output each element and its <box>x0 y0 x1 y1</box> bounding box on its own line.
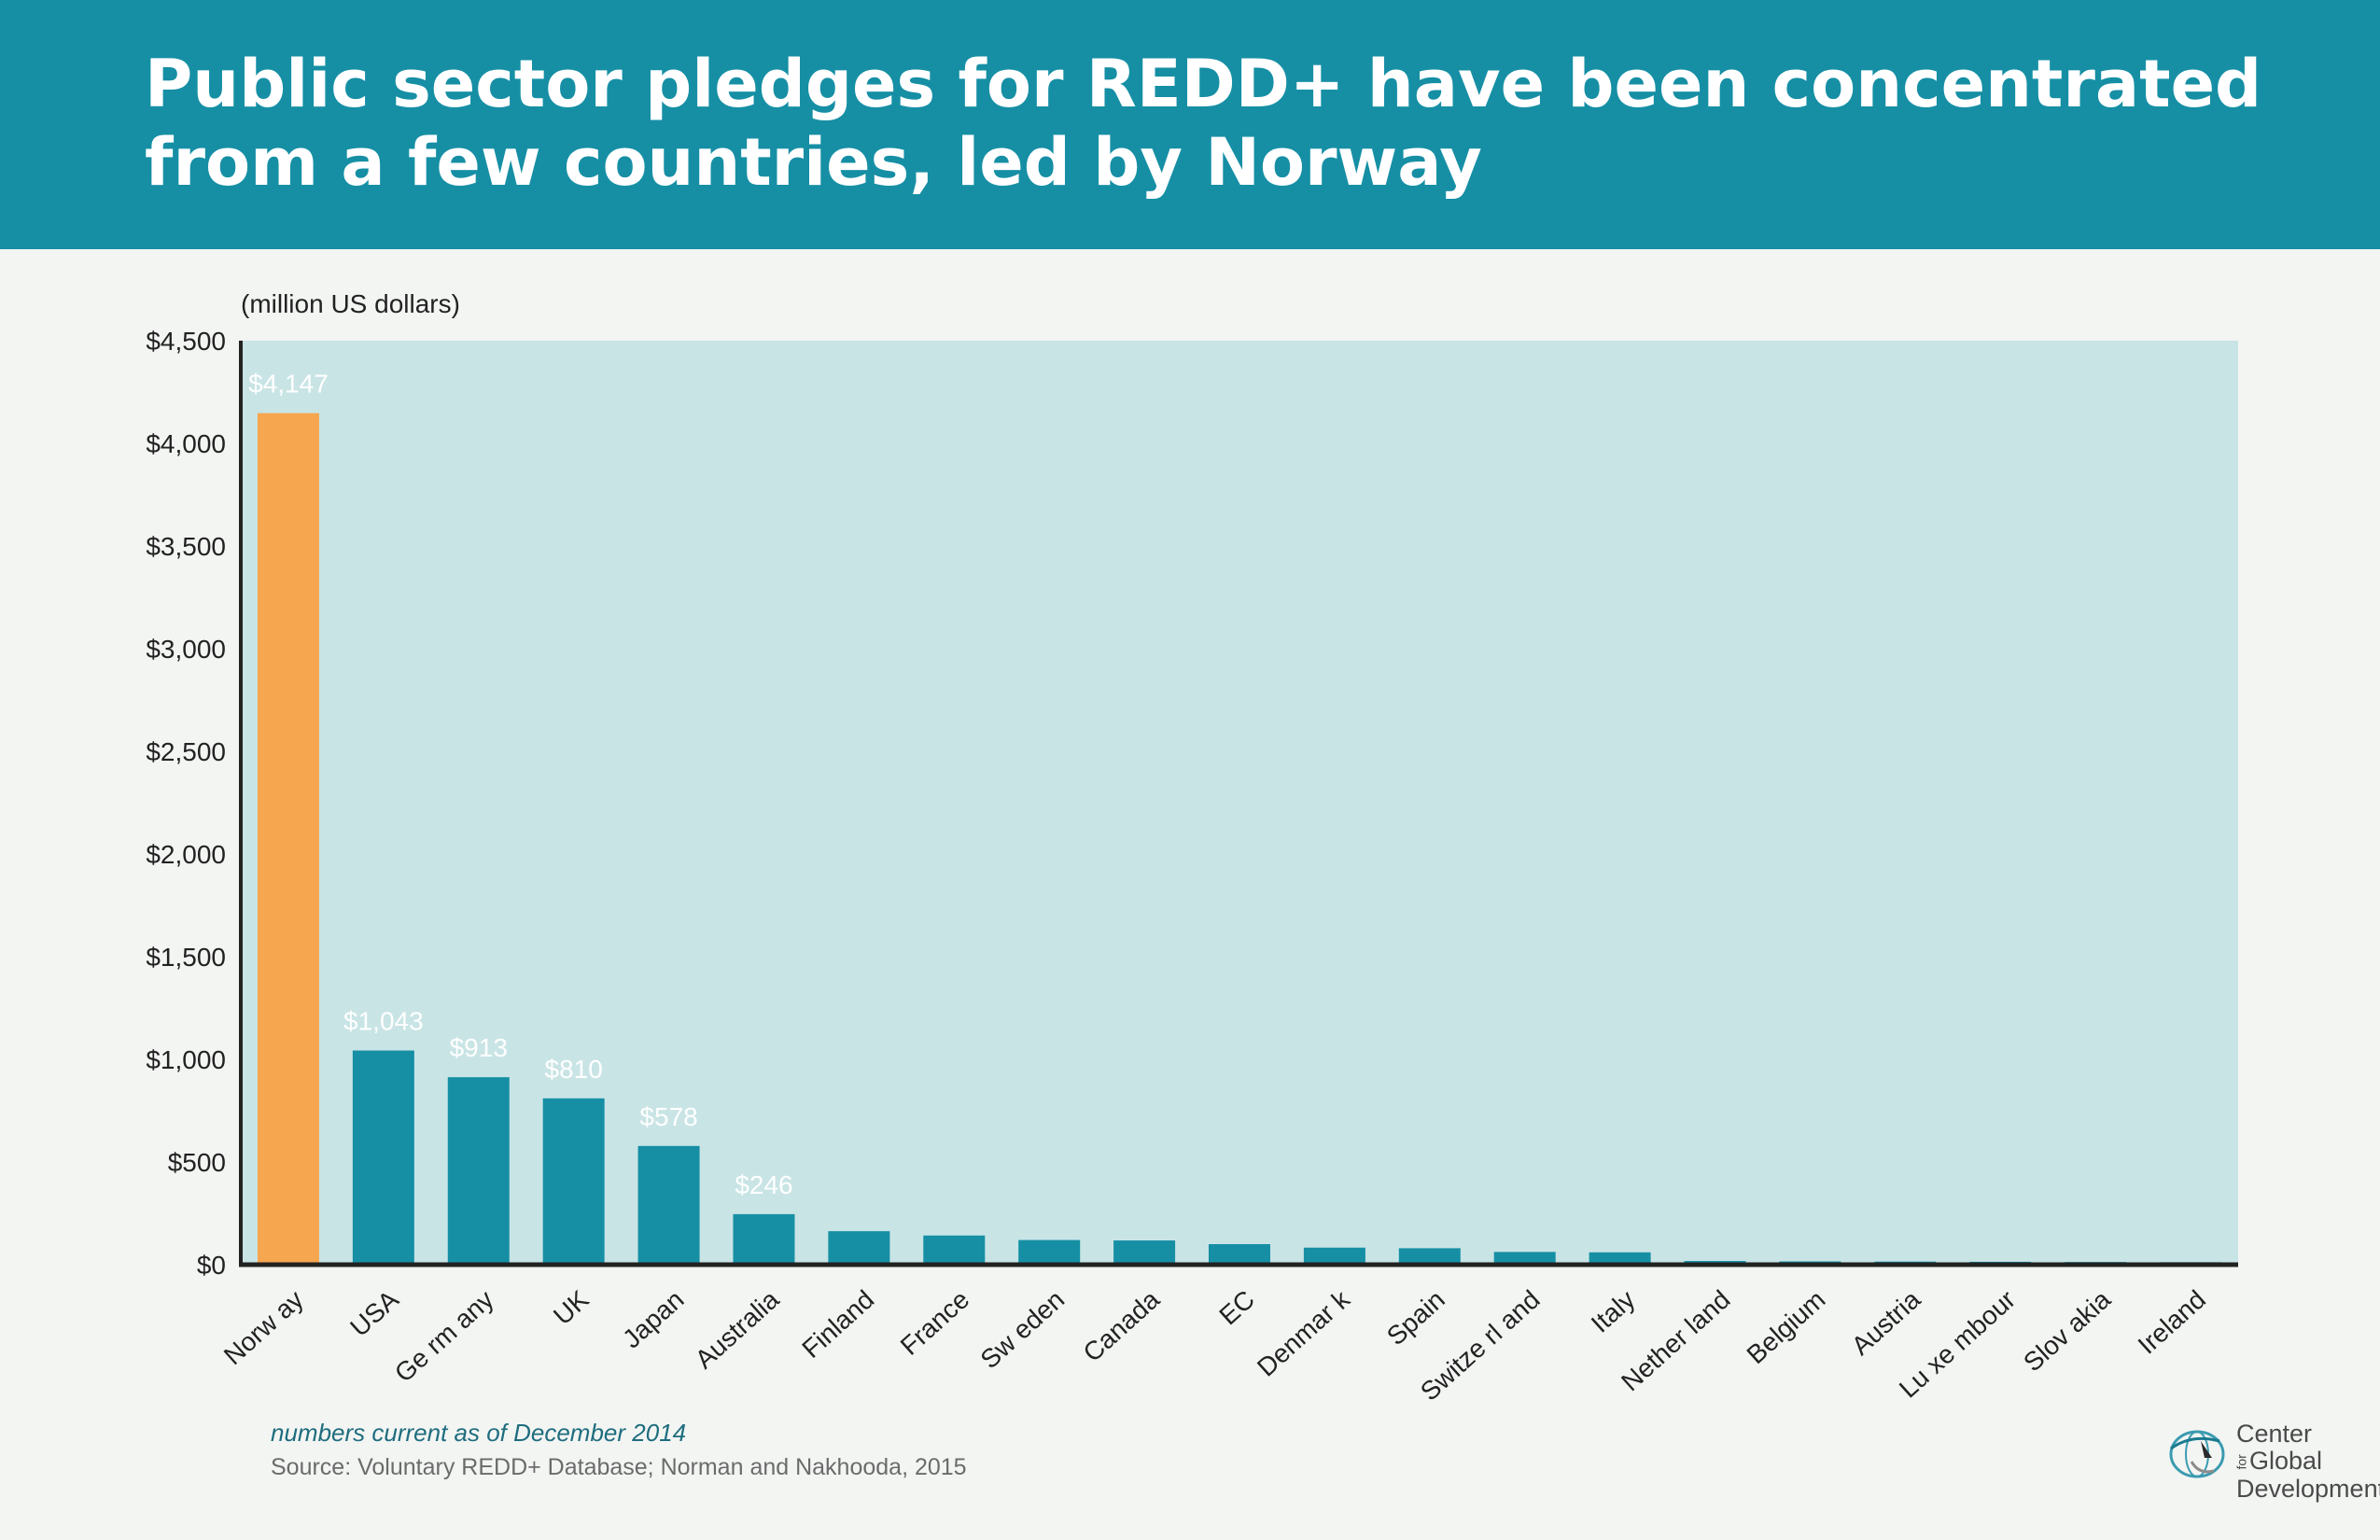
bars <box>257 413 2222 1265</box>
x-tick-label: Norw ay <box>218 1284 309 1370</box>
bar <box>1493 1252 1556 1265</box>
globe-bird-icon <box>2169 1430 2225 1478</box>
y-tick-label: $2,500 <box>146 737 226 766</box>
bar <box>1589 1252 1651 1265</box>
page-title: Public sector pledges for REDD+ have bee… <box>145 46 2262 201</box>
x-tick-label: Sw eden <box>974 1284 1070 1374</box>
x-tick-label: Japan <box>617 1284 689 1353</box>
y-tick-label: $2,000 <box>146 840 226 869</box>
data-currency-note: numbers current as of December 2014 <box>271 1419 687 1447</box>
x-tick-label: USA <box>344 1284 404 1342</box>
x-tick-label: Ge rm any <box>389 1284 499 1387</box>
logo-line-global: Global <box>2249 1447 2323 1475</box>
data-label: $810 <box>545 1055 603 1084</box>
bar <box>1209 1244 1270 1265</box>
logo-line-center: Center <box>2236 1420 2313 1448</box>
y-tick-label: $1,500 <box>146 943 226 972</box>
x-tick-label: Canada <box>1077 1284 1165 1367</box>
cgd-logo: Center forGlobal Development <box>2163 1411 2380 1505</box>
y-tick-label: $4,000 <box>146 429 226 458</box>
plot-area <box>241 341 2238 1265</box>
data-labels: $4,147 $1,043 $913 $810 $578 $246 <box>248 370 792 1199</box>
x-tick-label: Belgium <box>1742 1284 1831 1369</box>
bar <box>1398 1248 1461 1265</box>
y-tick-labels: $0 $500 $1,000 $1,500 $2,000 $2,500 $3,000 $3,5… <box>146 327 226 1280</box>
bar <box>923 1235 986 1265</box>
x-tick-label: Austria <box>1846 1284 1926 1361</box>
bar <box>352 1050 414 1265</box>
bar <box>637 1145 700 1265</box>
x-tick-label: Spain <box>1381 1284 1450 1351</box>
bar <box>733 1213 795 1265</box>
bar <box>828 1231 890 1265</box>
bar <box>1303 1247 1365 1265</box>
y-tick-label: $1,000 <box>146 1045 226 1074</box>
data-label: $578 <box>639 1102 697 1131</box>
bar <box>447 1077 510 1265</box>
data-label: $4,147 <box>248 370 329 399</box>
y-axis-label: (million US dollars) <box>241 289 460 318</box>
x-tick-label: Denmar k <box>1252 1284 1356 1382</box>
bar <box>1018 1239 1081 1265</box>
y-tick-label: $500 <box>168 1148 226 1177</box>
header-banner: Public sector pledges for REDD+ have bee… <box>0 0 2380 249</box>
bar <box>542 1098 605 1265</box>
y-tick-label: $3,000 <box>146 635 226 664</box>
data-label: $1,043 <box>343 1007 424 1036</box>
bar <box>257 413 319 1265</box>
y-tick-label: $0 <box>197 1251 226 1280</box>
data-label: $246 <box>735 1170 792 1199</box>
y-tick-label: $3,500 <box>146 532 226 561</box>
x-tick-label: Slov akia <box>2018 1284 2116 1377</box>
logo-for: for <box>2233 1454 2249 1470</box>
x-tick-label: UK <box>548 1284 595 1330</box>
x-tick-label: Finland <box>796 1284 879 1363</box>
logo-wordmark: Center forGlobal Development <box>2234 1420 2380 1504</box>
x-tick-label: Australia <box>690 1284 785 1374</box>
data-label: $913 <box>450 1033 508 1062</box>
x-tick-label: Ireland <box>2133 1284 2211 1359</box>
x-tick-label: Italy <box>1586 1284 1641 1337</box>
bar <box>1113 1240 1176 1265</box>
x-tick-label: France <box>895 1284 975 1360</box>
y-tick-label: $4,500 <box>146 327 226 356</box>
logo-line-development: Development <box>2236 1475 2380 1504</box>
source-citation: Source: Voluntary REDD+ Database; Norman… <box>271 1454 967 1480</box>
x-tick-label: EC <box>1213 1284 1260 1330</box>
